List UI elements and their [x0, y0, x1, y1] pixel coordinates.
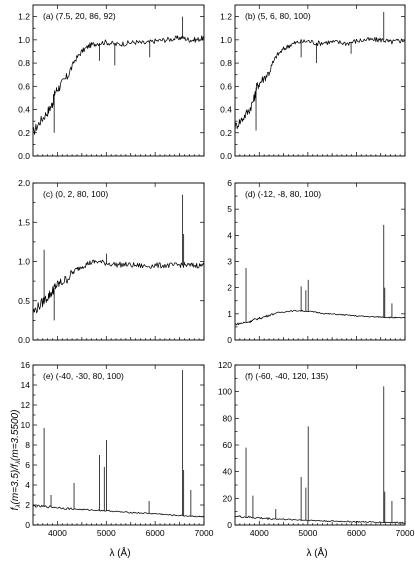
plot-frame [32, 364, 205, 526]
panel-label: (a) (7.5, 20, 86, 92) [43, 11, 116, 21]
y-tick-label: 6 [25, 460, 30, 470]
y-tick-label: 0.4 [220, 105, 232, 115]
x-tick-label: 5000 [298, 528, 317, 538]
spectrum-panel-d: 0 1 2 3 4 5 6 (d) (-12, -8, 80, 100) [227, 178, 406, 345]
y-tick-label: 10 [21, 420, 31, 430]
y-tick-label: 14 [21, 380, 31, 390]
svg-text:fλ(m=3.5)/fλ(m=3.5500): fλ(m=3.5)/fλ(m=3.5500) [10, 410, 22, 511]
y-tick-label: 0.8 [18, 58, 30, 68]
y-tick-label: 1.2 [18, 12, 30, 22]
spectrum-line [234, 309, 406, 326]
spectrum-line [32, 259, 205, 314]
y-tick-label: 0 [227, 520, 232, 530]
spectrum-panel-a: 0.0 0.2 0.4 0.6 0.8 1.0 1.2 (a) (7.5, 20, 86, 9… [18, 4, 205, 161]
y-tick-label: 0 [25, 520, 30, 530]
y-tick-label: 0.2 [18, 128, 30, 138]
x-tick-label: 4000 [250, 528, 269, 538]
plot-frame [234, 364, 406, 526]
y-tick-label: 0.4 [18, 105, 30, 115]
spectrum-line [234, 36, 406, 131]
y-tick-label: 100 [218, 387, 232, 397]
y-tick-label: 0.5 [18, 296, 30, 306]
y-tick-label: 2 [227, 283, 232, 293]
y-tick-label: 1.2 [220, 12, 232, 22]
spectrum-panel-f: 0 20 40 60 80 100 120 4000 5000 6000 7000 (f) (-60,… [218, 360, 415, 538]
plot-frame [32, 4, 205, 157]
panel-label: (f) (-60, -40, 120, 135) [245, 371, 328, 381]
y-tick-label: 3 [227, 257, 232, 267]
y-tick-label: 4 [227, 230, 232, 240]
spectrum-line [234, 515, 406, 524]
x-axis-label-right: λ (Å) [306, 546, 327, 559]
plot-frame [32, 182, 205, 341]
y-tick-label: 5 [227, 204, 232, 214]
x-tick-label: 6000 [347, 528, 366, 538]
y-tick-label: 20 [223, 493, 233, 503]
y-tick-label: 1.0 [220, 35, 232, 45]
y-tick-label: 80 [223, 413, 233, 423]
spectrum-panel-e: 0 2 4 6 8 10 12 14 16 4000 5000 6000 7000 (e) (-40, -… [21, 360, 214, 538]
y-tick-label: 1 [227, 309, 232, 319]
y-tick-label: 0.0 [18, 335, 30, 345]
y-tick-label: 1.0 [18, 35, 30, 45]
y-tick-label: 0.8 [220, 58, 232, 68]
y-tick-label: 120 [218, 360, 232, 370]
panel-label: (c) (0, 2, 80, 100) [43, 189, 108, 199]
y-tick-label: 1.0 [18, 257, 30, 267]
x-tick-label: 6000 [146, 528, 165, 538]
x-axis-label-left: λ (Å) [109, 546, 130, 559]
spectrum-panel-c: 0.0 0.5 1.0 1.5 2.0 (c) (0, 2, 80, 100) [18, 178, 205, 345]
y-tick-label: 0.6 [220, 81, 232, 91]
y-tick-label: 0 [227, 335, 232, 345]
panel-label: (b) (5, 6, 80, 100) [245, 11, 311, 21]
x-tick-label: 5000 [97, 528, 116, 538]
panel-label: (d) (-12, -8, 80, 100) [245, 189, 321, 199]
y-tick-label: 16 [21, 360, 31, 370]
y-tick-label: 8 [25, 440, 30, 450]
y-tick-label: 2.0 [18, 178, 30, 188]
x-tick-label: 4000 [48, 528, 67, 538]
y-tick-label: 0.0 [18, 151, 30, 161]
y-tick-label: 60 [223, 440, 233, 450]
spectrum-panel-b: 0.0 0.2 0.4 0.6 0.8 1.0 1.2 (b) (5, 6, 80, 100) [220, 4, 406, 161]
y-tick-label: 40 [223, 467, 233, 477]
panel-label: (e) (-40, -30, 80, 100) [43, 371, 124, 381]
y-tick-label: 12 [21, 400, 31, 410]
x-tick-label: 7000 [195, 528, 214, 538]
y-tick-label: 1.5 [18, 217, 30, 227]
y-axis-label: fλ(m=3.5)/fλ(m=3.5500) [10, 410, 22, 511]
y-tick-label: 0.0 [220, 151, 232, 161]
spectrum-line [32, 504, 205, 518]
y-tick-label: 0.2 [220, 128, 232, 138]
x-tick-label: 7000 [396, 528, 415, 538]
y-tick-label: 0.6 [18, 81, 30, 91]
y-tick-label: 6 [227, 178, 232, 188]
plot-frame [234, 4, 406, 157]
spectrum-line [32, 35, 205, 135]
y-tick-label: 2 [25, 500, 30, 510]
y-tick-label: 4 [25, 480, 30, 490]
